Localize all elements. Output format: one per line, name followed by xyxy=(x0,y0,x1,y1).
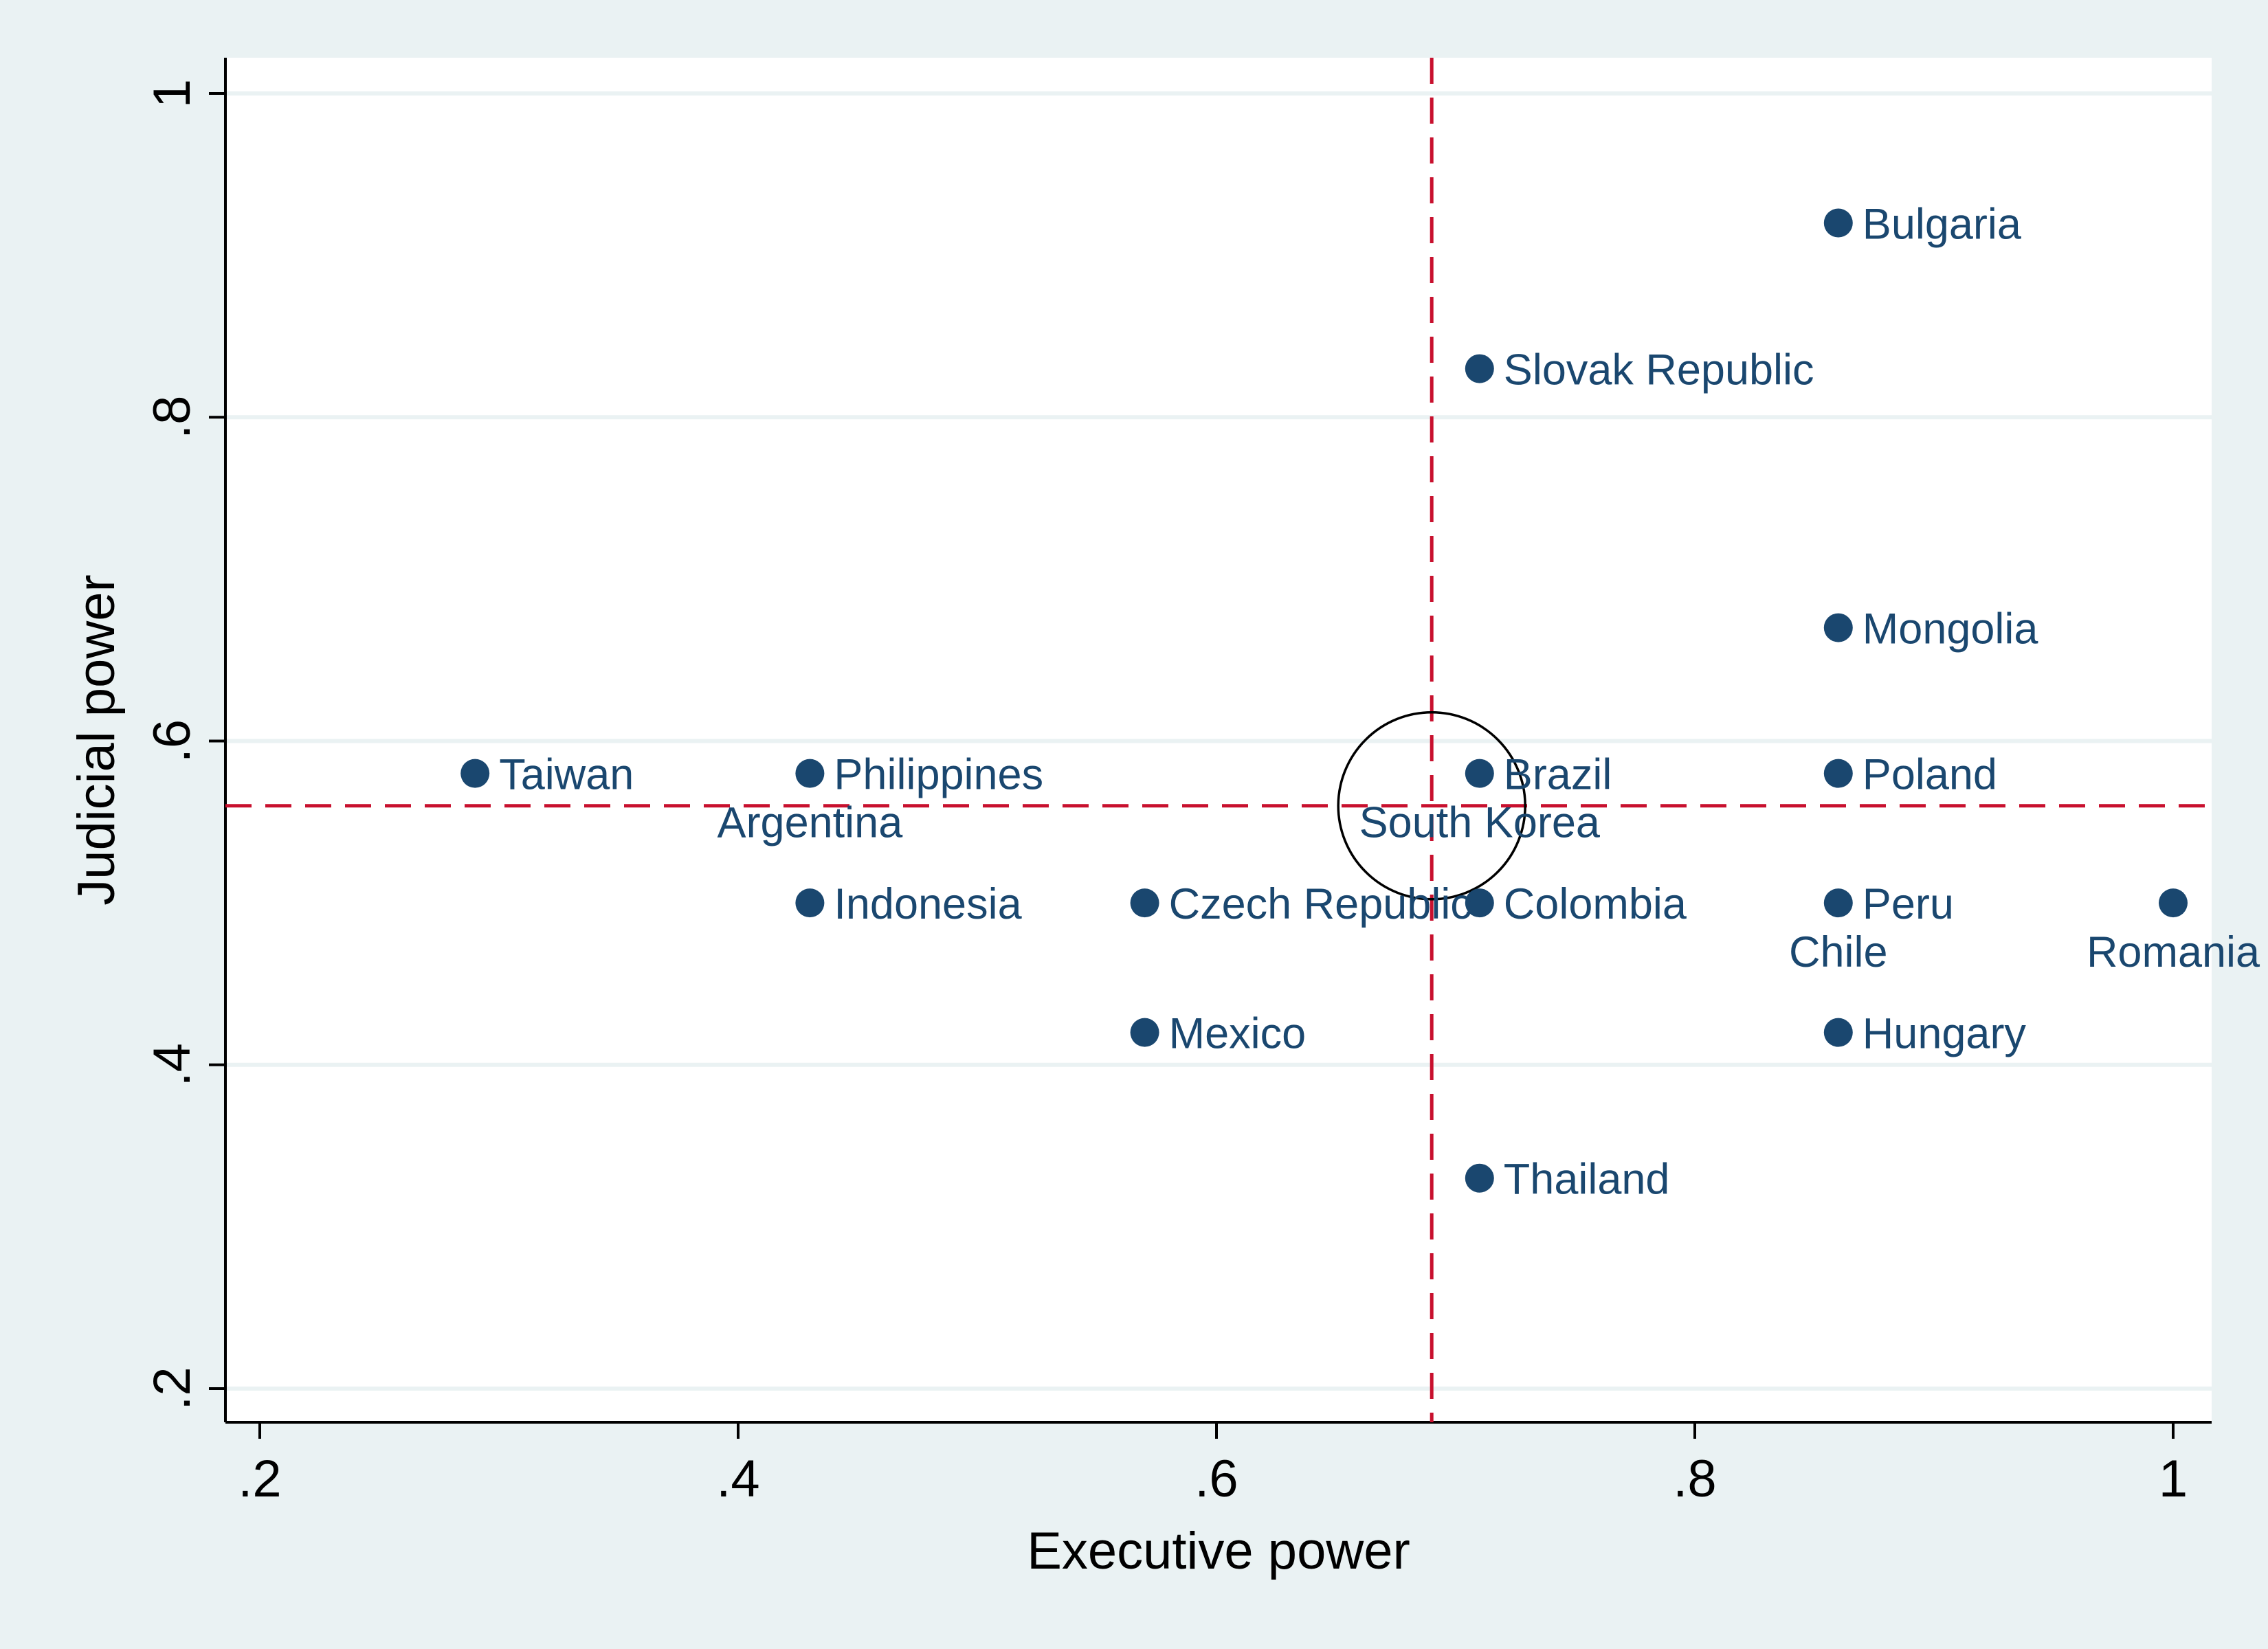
point-label: Brazil xyxy=(1504,751,1612,799)
point-label: Bulgaria xyxy=(1863,201,2022,249)
data-point xyxy=(1823,759,1853,788)
gridlines xyxy=(225,91,2212,1391)
data-point xyxy=(1823,888,1853,918)
data-point xyxy=(1130,1018,1159,1047)
x-axis-title: Executive power xyxy=(1027,1522,1410,1580)
point-label: Hungary xyxy=(1863,1010,2027,1058)
y-tick-label: .2 xyxy=(143,1367,201,1410)
axes: .2 .4 .6 .8 1 .2 .4 .6 .8 1 xyxy=(143,58,2212,1508)
x-tick-label: .8 xyxy=(1673,1450,1716,1508)
y-axis-title: Judicial power xyxy=(67,574,126,906)
data-point xyxy=(1823,208,1853,238)
x-tick-label: .2 xyxy=(238,1450,281,1508)
x-tick-label: 1 xyxy=(2159,1450,2188,1508)
point-label: Mexico xyxy=(1169,1010,1307,1058)
point-label: Slovak Republic xyxy=(1504,346,1814,394)
y-tick-label: .4 xyxy=(143,1043,201,1086)
point-label: Peru xyxy=(1863,880,1954,928)
point-label: Czech Republic xyxy=(1169,880,1472,928)
data-point xyxy=(1465,1163,1494,1193)
data-point xyxy=(1465,888,1494,918)
x-tick-label: .6 xyxy=(1194,1450,1238,1508)
data-point xyxy=(795,759,825,788)
data-point xyxy=(1465,354,1494,383)
point-label: Chile xyxy=(1789,928,1888,976)
point-label: Thailand xyxy=(1504,1156,1670,1204)
point-label: South Korea xyxy=(1359,799,1601,847)
point-label: Argentina xyxy=(718,799,904,847)
data-point xyxy=(1823,613,1853,642)
point-label: Philippines xyxy=(834,751,1043,799)
point-label: Taiwan xyxy=(499,751,634,799)
y-tick-label: 1 xyxy=(143,79,201,108)
data-point xyxy=(1130,888,1159,918)
y-tick-label: .6 xyxy=(143,719,201,763)
highlight-circle xyxy=(1337,711,1526,901)
data-point xyxy=(795,888,825,918)
data-point xyxy=(1465,759,1494,788)
point-label: Mongolia xyxy=(1863,605,2039,653)
x-tick-label: .4 xyxy=(716,1450,759,1508)
data-point xyxy=(2159,888,2188,918)
data-point xyxy=(1823,1018,1853,1047)
data-point xyxy=(460,759,490,788)
reference-lines xyxy=(225,58,2212,1422)
point-label: Indonesia xyxy=(834,880,1022,928)
point-label: Colombia xyxy=(1504,880,1687,928)
point-label: Poland xyxy=(1863,751,1997,799)
data-points xyxy=(460,208,2188,1193)
y-tick-label: .8 xyxy=(143,396,201,439)
point-label: Romania xyxy=(2087,928,2260,976)
